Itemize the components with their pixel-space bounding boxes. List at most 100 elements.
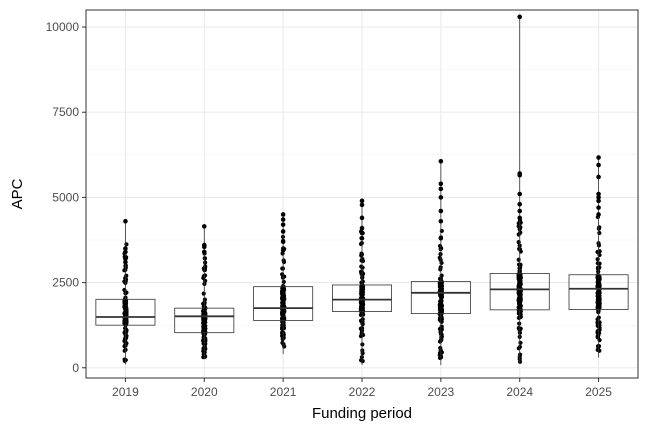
max-point — [359, 198, 365, 204]
data-point — [124, 242, 129, 247]
data-point — [596, 289, 601, 294]
data-point — [281, 279, 286, 285]
outlier-point — [280, 222, 286, 227]
data-point — [203, 336, 208, 341]
data-point — [518, 230, 523, 235]
max-point — [201, 224, 207, 229]
data-point — [203, 260, 208, 265]
data-point — [439, 293, 444, 299]
data-point — [123, 307, 128, 312]
outlier-point — [596, 195, 601, 200]
box-2025 — [568, 274, 629, 310]
data-point — [359, 286, 364, 291]
box-2020 — [174, 307, 235, 334]
max-point — [123, 218, 128, 224]
outlier-point — [596, 174, 601, 180]
y-tick-label: 0 — [72, 361, 79, 375]
outlier-point — [201, 249, 207, 255]
data-point — [439, 326, 444, 331]
data-point — [517, 321, 522, 326]
data-point — [595, 305, 600, 311]
data-point — [518, 225, 523, 230]
data-point — [360, 289, 365, 295]
data-point — [595, 330, 600, 335]
data-point — [439, 228, 444, 234]
outlier-point — [359, 202, 365, 208]
data-point — [203, 323, 208, 328]
data-point — [437, 339, 443, 344]
data-point — [597, 261, 602, 266]
data-point — [122, 344, 127, 349]
outlier-point — [596, 212, 601, 217]
data-point — [280, 340, 285, 345]
box-2019 — [95, 298, 156, 326]
outlier-point — [280, 229, 286, 234]
data-point — [518, 303, 523, 309]
data-point — [358, 358, 364, 363]
x-tick-label: 2023 — [428, 385, 455, 399]
data-point — [282, 344, 287, 349]
data-point — [439, 318, 444, 323]
outlier-point — [438, 218, 444, 224]
outlier-point — [596, 191, 601, 197]
data-point — [123, 312, 129, 318]
data-point — [359, 309, 364, 315]
data-point — [518, 340, 523, 345]
data-point — [281, 258, 286, 263]
box-2023 — [410, 281, 471, 315]
max-point — [280, 212, 286, 217]
x-tick-label: 2022 — [349, 385, 376, 399]
outlier-point — [280, 239, 286, 245]
data-point — [518, 292, 523, 297]
y-axis-title: APC — [9, 178, 26, 209]
data-point — [358, 334, 364, 339]
data-point — [280, 251, 285, 256]
data-point — [596, 284, 601, 289]
outlier-point — [359, 225, 365, 231]
x-axis-title: Funding period — [312, 405, 412, 422]
data-point — [280, 323, 285, 328]
outlier-points — [123, 14, 601, 265]
x-axis: 2019 2020 2021 2022 2023 2024 2025 — [112, 378, 612, 399]
outlier-point — [438, 186, 444, 192]
outlier-point — [359, 215, 365, 221]
data-point — [281, 294, 286, 299]
data-point — [203, 346, 208, 351]
data-point — [439, 334, 444, 339]
data-point — [202, 256, 207, 261]
data-point — [280, 285, 285, 290]
x-tick-label: 2020 — [191, 385, 218, 399]
outlier-point — [596, 162, 601, 168]
jittered-points — [122, 214, 602, 364]
data-point — [597, 230, 602, 236]
outlier-point — [596, 205, 601, 210]
data-point — [360, 351, 365, 356]
data-point — [122, 348, 127, 353]
y-axis: 0 2500 5000 7500 10000 — [46, 20, 86, 375]
x-tick-label: 2019 — [112, 385, 139, 399]
data-point — [595, 317, 600, 322]
outlier-point — [359, 230, 365, 236]
outlier-point — [280, 217, 286, 222]
data-point — [202, 319, 207, 324]
data-point — [438, 267, 443, 272]
outlier-point — [280, 247, 286, 253]
data-point — [201, 341, 206, 346]
data-point — [280, 303, 285, 308]
data-point — [359, 251, 364, 256]
outlier-point — [123, 259, 128, 265]
x-tick-label: 2021 — [270, 385, 297, 399]
y-tick-label: 2500 — [52, 276, 79, 290]
data-point — [358, 318, 364, 323]
outlier-point — [359, 235, 365, 241]
data-point — [201, 275, 206, 281]
outlier-point — [438, 208, 444, 214]
data-point — [596, 324, 601, 329]
data-point — [597, 297, 602, 303]
data-point — [516, 257, 521, 262]
data-point — [595, 257, 600, 262]
x-tick-label: 2024 — [506, 385, 533, 399]
data-point — [517, 298, 522, 303]
data-point — [438, 299, 443, 304]
data-point — [360, 279, 365, 284]
